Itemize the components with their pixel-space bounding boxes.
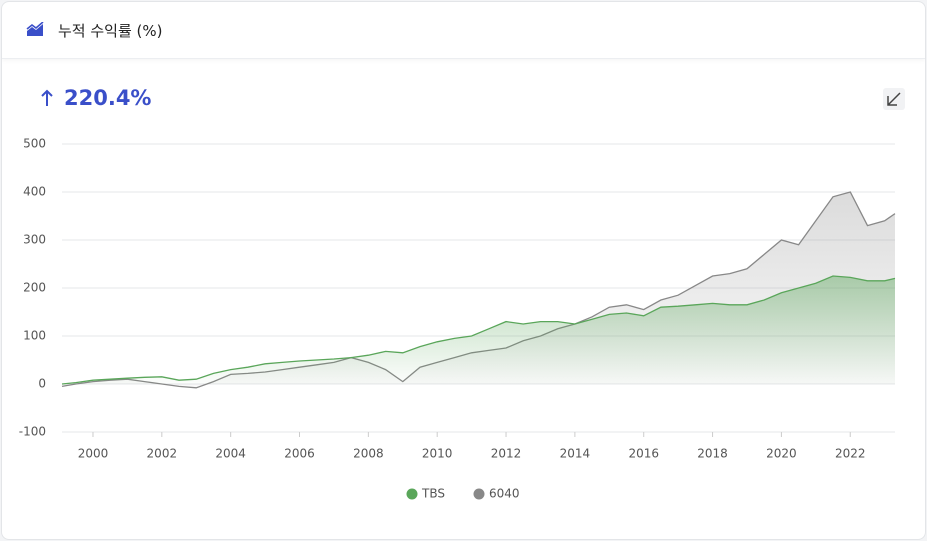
- x-tick-label: 2000: [78, 447, 109, 461]
- x-tick-label: 2012: [491, 447, 522, 461]
- legend-label: 6040: [489, 487, 520, 501]
- x-tick-label: 2004: [215, 447, 246, 461]
- x-tick-label: 2016: [628, 447, 659, 461]
- collapse-button[interactable]: [883, 88, 905, 110]
- x-tick-label: 2020: [766, 447, 797, 461]
- y-tick-label: -100: [19, 425, 46, 439]
- headline-value: 220.4%: [64, 86, 152, 110]
- chart-icon: [26, 22, 44, 36]
- legend-label: TBS: [421, 487, 445, 501]
- header-title: 누적 수익률 (%): [58, 21, 163, 40]
- x-tick-label: 2018: [697, 447, 728, 461]
- up-arrow: [41, 89, 53, 106]
- x-tick-label: 2008: [353, 447, 384, 461]
- y-tick-label: 100: [23, 329, 46, 343]
- area: [62, 276, 895, 384]
- x-tick-label: 2002: [147, 447, 178, 461]
- x-tick-label: 2006: [284, 447, 315, 461]
- header: 누적 수익률 (%): [2, 2, 925, 59]
- y-tick-label: 0: [38, 377, 46, 391]
- y-tick-label: 500: [23, 137, 46, 151]
- y-tick-label: 300: [23, 233, 46, 247]
- legend-marker: [473, 488, 485, 500]
- line: [61, 275, 896, 385]
- y-tick-label: 400: [23, 185, 46, 199]
- y-tick-label: 200: [23, 281, 46, 295]
- headline: 220.4%: [40, 86, 151, 110]
- x-tick-label: 2014: [560, 447, 591, 461]
- x-tick-label: 2022: [835, 447, 866, 461]
- x-tick-label: 2010: [422, 447, 453, 461]
- legend-marker: [406, 488, 418, 500]
